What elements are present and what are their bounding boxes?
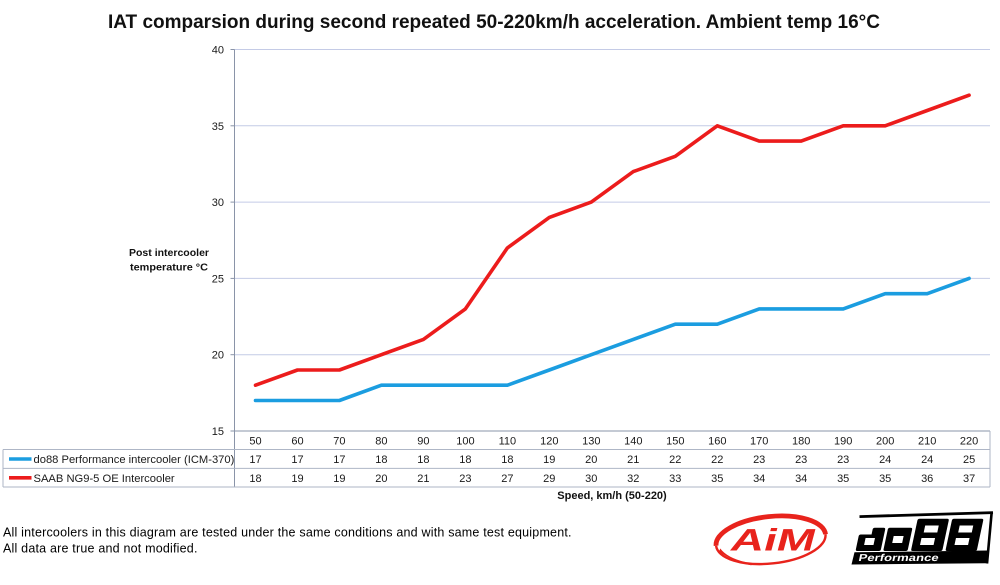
svg-text:18: 18 — [249, 473, 261, 485]
svg-text:Performance: Performance — [857, 553, 940, 564]
svg-text:20: 20 — [375, 473, 387, 485]
svg-text:20: 20 — [585, 454, 597, 466]
svg-text:190: 190 — [834, 436, 852, 448]
svg-text:210: 210 — [918, 436, 936, 448]
svg-text:35: 35 — [837, 473, 849, 485]
svg-text:130: 130 — [582, 436, 600, 448]
svg-text:50: 50 — [249, 436, 261, 448]
svg-text:200: 200 — [876, 436, 894, 448]
svg-text:18: 18 — [501, 454, 513, 466]
svg-text:19: 19 — [543, 454, 555, 466]
svg-text:25: 25 — [212, 273, 224, 285]
svg-text:35: 35 — [212, 121, 224, 133]
svg-text:30: 30 — [212, 197, 224, 209]
svg-text:32: 32 — [627, 473, 639, 485]
svg-text:60: 60 — [291, 436, 303, 448]
svg-text:18: 18 — [375, 454, 387, 466]
svg-text:25: 25 — [963, 454, 975, 466]
svg-text:17: 17 — [333, 454, 345, 466]
svg-text:40: 40 — [212, 45, 224, 57]
svg-text:21: 21 — [417, 473, 429, 485]
svg-text:Post intercooler: Post intercooler — [129, 247, 209, 259]
svg-text:90: 90 — [417, 436, 429, 448]
svg-text:Speed, km/h (50-220): Speed, km/h (50-220) — [557, 490, 667, 502]
svg-text:100: 100 — [456, 436, 474, 448]
svg-text:70: 70 — [333, 436, 345, 448]
svg-text:180: 180 — [792, 436, 810, 448]
svg-text:All intercoolers in this diagr: All intercoolers in this diagram are tes… — [3, 526, 572, 540]
svg-text:23: 23 — [459, 473, 471, 485]
svg-text:AiM: AiM — [727, 523, 820, 558]
svg-text:140: 140 — [624, 436, 642, 448]
svg-text:150: 150 — [666, 436, 684, 448]
svg-text:17: 17 — [249, 454, 261, 466]
svg-text:30: 30 — [585, 473, 597, 485]
svg-text:20: 20 — [212, 350, 224, 362]
svg-text:27: 27 — [501, 473, 513, 485]
svg-text:160: 160 — [708, 436, 726, 448]
svg-text:110: 110 — [499, 436, 517, 448]
svg-text:34: 34 — [795, 473, 807, 485]
svg-text:35: 35 — [879, 473, 891, 485]
svg-text:15: 15 — [212, 426, 224, 438]
svg-text:temperature °C: temperature °C — [130, 261, 208, 273]
svg-text:34: 34 — [753, 473, 765, 485]
svg-text:23: 23 — [753, 454, 765, 466]
svg-text:18: 18 — [459, 454, 471, 466]
svg-text:33: 33 — [669, 473, 681, 485]
svg-text:24: 24 — [921, 454, 933, 466]
svg-text:IAT comparsion during second r: IAT comparsion during second repeated 50… — [108, 12, 880, 33]
svg-text:170: 170 — [750, 436, 768, 448]
svg-text:29: 29 — [543, 473, 555, 485]
svg-text:do88 Performance intercooler (: do88 Performance intercooler (ICM-370) — [34, 454, 235, 466]
svg-text:23: 23 — [795, 454, 807, 466]
svg-text:22: 22 — [711, 454, 723, 466]
svg-text:37: 37 — [963, 473, 975, 485]
svg-text:18: 18 — [417, 454, 429, 466]
svg-text:120: 120 — [540, 436, 558, 448]
svg-text:80: 80 — [375, 436, 387, 448]
svg-text:36: 36 — [921, 473, 933, 485]
svg-text:220: 220 — [960, 436, 978, 448]
svg-text:22: 22 — [669, 454, 681, 466]
svg-text:SAAB NG9-5 OE Intercooler: SAAB NG9-5 OE Intercooler — [34, 473, 175, 485]
svg-text:23: 23 — [837, 454, 849, 466]
svg-text:17: 17 — [291, 454, 303, 466]
svg-text:35: 35 — [711, 473, 723, 485]
svg-text:All data are true and not modi: All data are true and not modified. — [3, 542, 198, 556]
svg-text:19: 19 — [333, 473, 345, 485]
svg-text:21: 21 — [627, 454, 639, 466]
svg-text:19: 19 — [291, 473, 303, 485]
svg-text:24: 24 — [879, 454, 891, 466]
